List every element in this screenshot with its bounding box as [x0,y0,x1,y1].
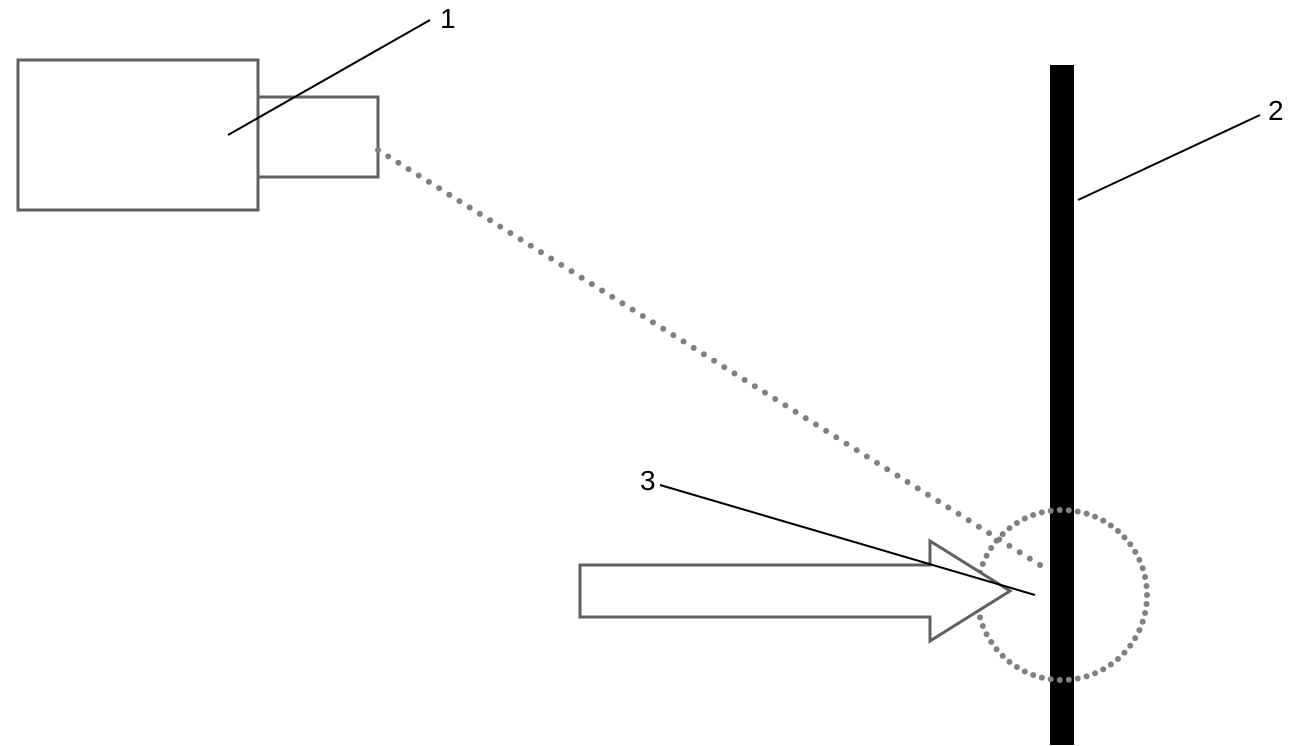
label-barrier: 2 [1268,95,1284,126]
direction-arrow [580,541,1010,641]
label-camera: 1 [440,3,456,34]
label-target: 3 [640,465,656,496]
camera-lens [258,97,378,177]
diagram-canvas: 1 2 3 [0,0,1298,746]
camera-body [18,60,258,210]
sight-line [375,147,1043,568]
barrier [1050,65,1074,745]
leader-barrier [1078,115,1260,200]
